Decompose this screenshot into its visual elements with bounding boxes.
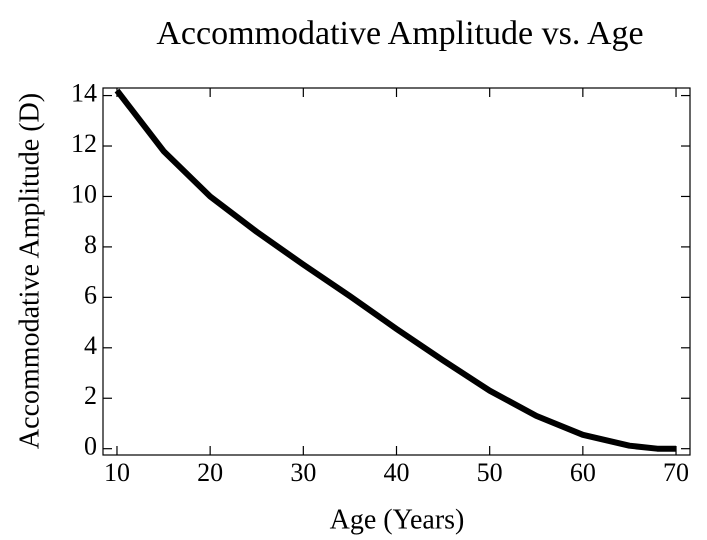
y-tick-label: 8 bbox=[84, 230, 97, 259]
y-tick-label: 2 bbox=[84, 381, 97, 410]
y-axis-label: Accommodative Amplitude (D) bbox=[14, 93, 45, 449]
x-tick-label: 30 bbox=[290, 458, 316, 487]
y-tick-label: 6 bbox=[84, 280, 97, 309]
x-tick-label: 10 bbox=[104, 458, 130, 487]
x-tick-label: 50 bbox=[477, 458, 503, 487]
x-tick-label: 60 bbox=[570, 458, 596, 487]
y-tick-label: 14 bbox=[71, 79, 97, 108]
line bbox=[114, 88, 676, 452]
x-axis-label: Age (Years) bbox=[330, 504, 465, 535]
plot-frame bbox=[102, 87, 691, 456]
y-tick-label: 0 bbox=[84, 432, 97, 461]
x-tick-label: 20 bbox=[197, 458, 223, 487]
y-tick-label: 12 bbox=[71, 129, 97, 158]
x-tick-label: 70 bbox=[663, 458, 689, 487]
y-tick-label: 4 bbox=[84, 331, 97, 360]
chart-title: Accommodative Amplitude vs. Age bbox=[156, 15, 643, 52]
x-tick-label: 40 bbox=[384, 458, 410, 487]
y-tick-label: 10 bbox=[71, 179, 97, 208]
